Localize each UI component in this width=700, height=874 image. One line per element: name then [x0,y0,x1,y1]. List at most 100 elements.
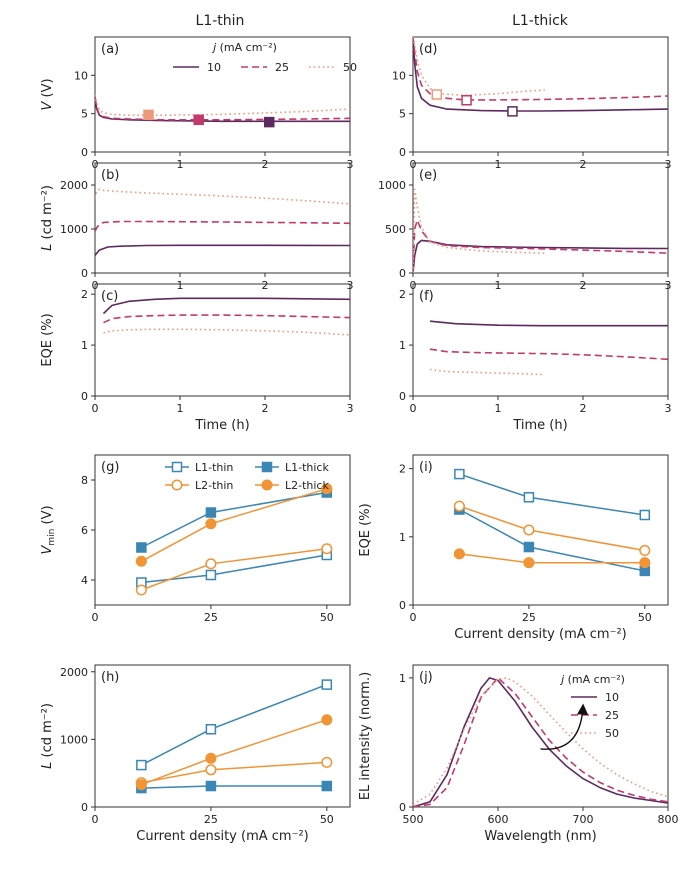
panel-a-letter: (a) [101,42,119,57]
panel-i: 0 25 50 0 1 2 (i) EQE (%) Current density (mA cm… [358,454,669,642]
panel-a-series-25 [95,96,350,121]
panel-g-legend-marker-L2-thin [171,479,183,491]
col-title-right: L1-thick [512,13,569,29]
panel-i-point-L1-thick [523,541,535,553]
panel-i-letter: (i) [419,460,433,475]
panel-g-legend: L1-thin L1-thick L2-thin L2-thick [165,461,329,492]
panel-i-xtick-label: 0 [410,611,417,624]
panel-i-series-line-L2-thin [459,505,645,552]
panel-j-ytick-label: 1 [399,672,406,685]
panel-b-ytick-label: 0 [81,267,88,280]
panel-j-ytick-label: 0 [399,801,406,814]
panel-e-letter: (e) [419,168,437,183]
panel-g-ytick-label: 4 [81,574,88,587]
panel-h-series-line-L2-thin [141,761,327,784]
panel-a-xtick-label: 2 [262,158,269,171]
panel-j-series-25 [413,677,668,807]
panel-d-ytick-label: 0 [399,146,406,159]
panel-e-plot [413,188,668,273]
panel-f-ytick-label: 1 [399,339,406,352]
panel-h-letter: (h) [101,670,119,685]
panel-j-xtick-label: 800 [658,813,679,826]
panel-c: 0 1 2 3 0 1 2 (c) EQE (%) Time (h) [40,283,354,433]
panel-h-point-L2-thick [135,779,147,791]
panel-b-frame [94,162,351,274]
panel-g-point-L2-thick [205,518,217,530]
panel-g-point-L2-thin [135,584,147,596]
panel-f-series-10 [429,320,668,327]
panel-i-series-line-L2-thick [459,553,645,564]
panel-h-ylabel-var: L [40,762,55,769]
panel-h-xtick-label: 25 [204,813,218,826]
panel-j-xtick-label: 700 [573,813,594,826]
panel-i-ylabel: EQE (%) [358,503,373,556]
panel-h-point-L1-thick [321,780,333,792]
panel-j-legend-label-25: 25 [605,709,619,722]
panel-b-letter: (b) [101,168,119,183]
panel-d-ytick-label: 10 [392,69,406,82]
panel-f-xtick-label: 2 [580,402,587,415]
panel-a-marker-25 [193,114,204,126]
panel-c-letter: (c) [101,289,118,304]
panel-h-ytick-label: 1000 [60,733,88,746]
panel-j-trend-arrow [540,703,589,750]
panel-a-legend-label-50: 50 [343,61,357,74]
panel-c-xlabel: Time (h) [194,418,249,433]
panel-e-frame [412,162,669,274]
panel-j: 500 600 700 800 0 1 (j) EL intensity (norm.) Wav… [358,664,679,844]
panel-h-series-line-L1-thin [141,683,328,766]
panel-e-xtick-label: 2 [580,279,587,292]
panel-c-ylabel: EQE (%) [40,313,55,366]
panel-a-legend-title-unit: (mA cm⁻²) [216,41,277,54]
panel-g-point-L2-thick [321,483,333,495]
panel-a-ytick-label: 0 [81,146,88,159]
panel-h-ylabel: L (cd m⁻²) [40,703,55,769]
panel-c-ytick-label: 2 [81,288,88,301]
panel-b-xtick-label: 2 [262,279,269,292]
panel-g-ylabel-var: V [40,545,55,555]
panel-g-point-L1-thick [136,542,147,553]
panel-b-plot [95,188,350,256]
panel-h-xtick-label: 0 [92,813,99,826]
panel-d-marker-50 [431,89,443,100]
panel-h: 0 25 50 0 1000 2000 (h) L (cd m⁻²) Current densi… [40,664,351,844]
panel-b-ylabel-var: L [40,244,55,251]
panel-i-point-L1-thin [639,509,651,521]
panel-a-ytick-label: 10 [74,69,88,82]
panel-a-ylabel-unit: (V) [40,78,55,101]
panel-j-series-10 [413,677,668,807]
panel-c-series-25 [103,314,350,324]
panel-i-xlabel: Current density (mA cm⁻²) [454,627,626,642]
panel-j-legend-label-50: 50 [605,727,619,740]
panel-e-series-50 [413,188,545,273]
panel-j-xtick-label: 600 [488,813,509,826]
panel-c-plot [102,297,350,336]
panel-f-series-50 [429,368,545,376]
panel-d-series-25 [413,37,668,101]
panel-b-ylabel-unit: (cd m⁻²) [40,185,55,244]
panel-d-marker-25 [461,95,472,106]
panel-b-ytick-label: 2000 [60,179,88,192]
panel-h-point-L2-thick [205,752,217,764]
panel-i-point-L2-thick [453,548,465,560]
panel-e-series-25 [413,219,668,273]
panel-g-point-L1-thick [205,507,217,518]
panel-g-xtick-label: 50 [320,611,334,624]
panel-f-frame [412,283,669,397]
panel-a-legend-title-var: j [211,41,217,54]
panel-f-xtick-label: 3 [665,402,672,415]
panel-g-legend-marker-L1-thin [171,461,183,473]
panel-f-ytick-label: 2 [399,288,406,301]
panel-g-legend-marker-L2-thick [261,479,273,491]
panel-h-series-line-L1-thick [141,785,327,789]
panel-f-letter: (f) [419,289,434,304]
panel-g-legend-label-L2-thick: L2-thick [285,479,329,492]
panel-d-xtick-label: 1 [495,158,502,171]
panel-g-xtick-label: 0 [92,611,99,624]
panel-c-series-50 [103,328,350,336]
panel-e-ytick-label: 500 [385,223,406,236]
panel-i-point-L2-thick [523,557,535,569]
panel-f-series-25 [429,348,668,361]
